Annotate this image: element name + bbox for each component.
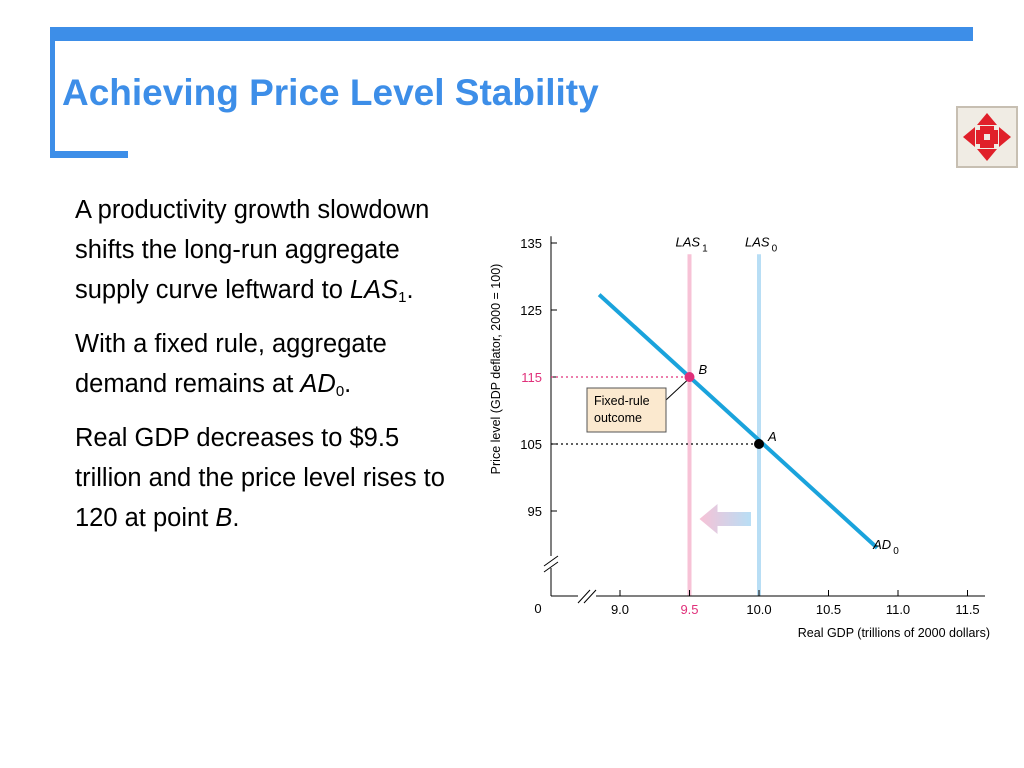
ad0-label: AD 0 [872, 537, 899, 557]
x-tick-label: 9.5 [680, 602, 698, 617]
point-a [754, 439, 764, 449]
y-tick-label: 125 [520, 303, 542, 318]
x-tick-label: 9.0 [611, 602, 629, 617]
annotation-text: Fixed-rule [594, 394, 650, 408]
point-b [684, 372, 695, 382]
y-axis-break-2 [543, 561, 559, 573]
explanation-text: A productivity growth slowdown shifts th… [75, 190, 460, 552]
y-tick-label: 105 [520, 437, 542, 452]
ad0-curve [597, 293, 879, 550]
x-axis-title: Real GDP (trillions of 2000 dollars) [798, 626, 990, 640]
x-tick-label: 11.5 [955, 602, 979, 617]
paragraph-las-shift: A productivity growth slowdown shifts th… [75, 196, 430, 306]
annotation-box [586, 387, 667, 433]
nav-move-button[interactable] [956, 106, 1018, 168]
title-bottom-bracket [50, 151, 128, 158]
x-axis-break-2 [583, 589, 597, 604]
y-axis-break-1 [543, 555, 559, 567]
y-axis-title: Price level (GDP deflator, 2000 = 100) [489, 264, 503, 475]
annotation-text: outcome [594, 411, 642, 425]
paragraph-outcome: Real GDP decreases to $9.5 trillion and … [75, 424, 445, 532]
x-axis-break-1 [577, 589, 591, 604]
point-a-label: A [767, 429, 777, 444]
y-tick-label: 95 [528, 504, 542, 519]
y-tick-label: 135 [520, 236, 542, 251]
las0-label: LAS 0 [745, 234, 778, 254]
slide-title: Achieving Price Level Stability [62, 72, 599, 113]
title-left-bracket [50, 27, 55, 158]
title-accent-bar [50, 27, 973, 41]
origin-label: 0 [534, 601, 541, 616]
x-tick-label: 10.5 [816, 602, 841, 617]
las1-label: LAS 1 [676, 234, 709, 254]
paragraph-fixed-rule: With a fixed rule, aggregate demand rema… [75, 330, 387, 400]
four-way-arrow-icon [963, 113, 1011, 161]
shift-arrow [699, 504, 751, 534]
point-b-label: B [699, 362, 708, 377]
annotation-leader [665, 379, 688, 401]
x-tick-label: 11.0 [886, 602, 910, 617]
y-tick-label: 115 [521, 370, 542, 385]
x-tick-label: 10.0 [746, 602, 771, 617]
